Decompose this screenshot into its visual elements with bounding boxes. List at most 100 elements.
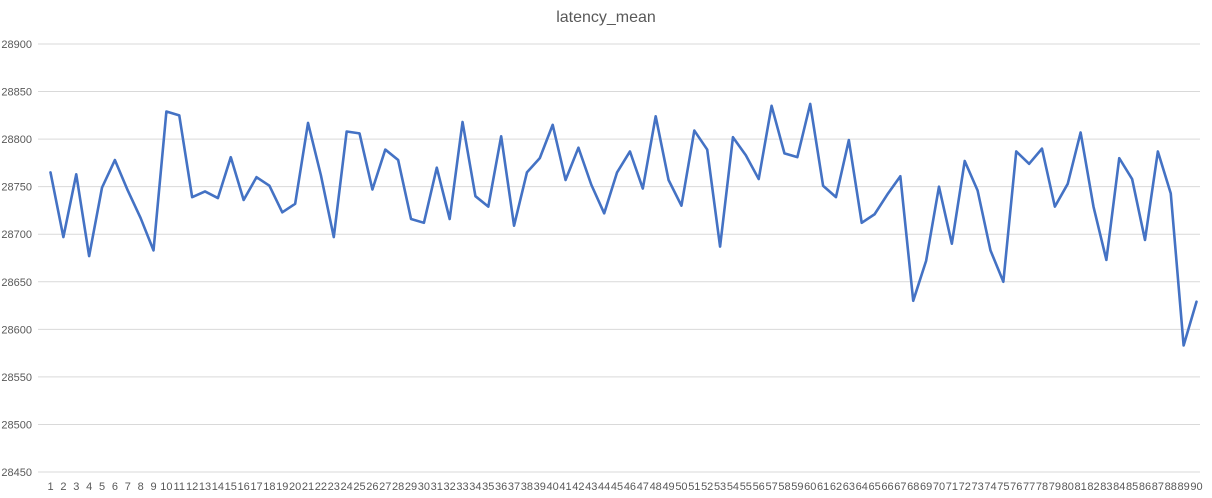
- x-tick-label: 30: [418, 481, 430, 493]
- data-point: [345, 130, 349, 134]
- data-point: [1104, 258, 1108, 262]
- x-tick-label: 74: [984, 481, 996, 493]
- data-point: [589, 183, 593, 187]
- x-tick-label: 52: [701, 481, 713, 493]
- x-tick-label: 54: [727, 481, 739, 493]
- x-tick-label: 57: [765, 481, 777, 493]
- x-tick-label: 63: [843, 481, 855, 493]
- y-tick-label: 28500: [1, 419, 32, 431]
- data-point: [847, 138, 851, 142]
- data-point: [332, 235, 336, 239]
- y-tick-label: 28450: [1, 467, 32, 479]
- x-tick-label: 87: [1152, 481, 1164, 493]
- x-tick-label: 1: [47, 481, 53, 493]
- data-point: [873, 212, 877, 216]
- data-point: [422, 221, 426, 225]
- y-tick-label: 28900: [1, 39, 32, 51]
- x-tick-label: 3: [73, 481, 79, 493]
- data-point: [1143, 238, 1147, 242]
- y-axis-ticks: 28450 28500 28550 28600 28650 28700 28750 28800…: [1, 39, 32, 479]
- x-tick-label: 10: [160, 481, 172, 493]
- data-point: [744, 153, 748, 157]
- data-point: [61, 235, 65, 239]
- data-point: [963, 159, 967, 163]
- data-point: [358, 131, 362, 135]
- data-point: [512, 224, 516, 228]
- x-tick-label: 5: [99, 481, 105, 493]
- x-tick-label: 15: [225, 481, 237, 493]
- data-point: [782, 151, 786, 155]
- x-tick-label: 69: [920, 481, 932, 493]
- data-point: [976, 188, 980, 192]
- x-tick-label: 79: [1049, 481, 1061, 493]
- x-tick-label: 77: [1023, 481, 1035, 493]
- data-point: [576, 146, 580, 150]
- x-tick-label: 59: [791, 481, 803, 493]
- data-point: [885, 192, 889, 196]
- x-tick-label: 50: [675, 481, 687, 493]
- data-point: [808, 102, 812, 106]
- x-tick-label: 18: [263, 481, 275, 493]
- data-point: [770, 104, 774, 108]
- data-point: [1066, 182, 1070, 186]
- data-point: [280, 210, 284, 214]
- data-point: [1001, 280, 1005, 284]
- x-tick-label: 32: [444, 481, 456, 493]
- data-point: [242, 198, 246, 202]
- x-tick-label: 35: [482, 481, 494, 493]
- x-tick-label: 68: [907, 481, 919, 493]
- chart-title: latency_mean: [556, 9, 656, 26]
- x-tick-label: 71: [946, 481, 958, 493]
- x-tick-label: 60: [804, 481, 816, 493]
- x-tick-label: 73: [971, 481, 983, 493]
- data-point: [795, 155, 799, 159]
- data-point: [950, 242, 954, 246]
- data-point: [113, 158, 117, 162]
- data-point: [1117, 156, 1121, 160]
- data-point: [860, 221, 864, 225]
- data-point: [267, 184, 271, 188]
- x-tick-label: 49: [662, 481, 674, 493]
- y-tick-label: 28600: [1, 324, 32, 336]
- x-tick-label: 12: [186, 481, 198, 493]
- data-point: [435, 166, 439, 170]
- data-point: [667, 178, 671, 182]
- data-point: [87, 254, 91, 258]
- x-tick-label: 21: [302, 481, 314, 493]
- data-point: [74, 172, 78, 176]
- data-point: [396, 158, 400, 162]
- data-point: [525, 170, 529, 174]
- data-point: [152, 248, 156, 252]
- x-tick-label: 23: [328, 481, 340, 493]
- data-point: [731, 135, 735, 139]
- x-tick-label: 24: [341, 481, 353, 493]
- x-tick-label: 78: [1036, 481, 1048, 493]
- x-tick-label: 85: [1126, 481, 1138, 493]
- data-point: [499, 134, 503, 138]
- x-tick-label: 80: [1062, 481, 1074, 493]
- x-tick-label: 62: [830, 481, 842, 493]
- x-tick-label: 14: [212, 481, 224, 493]
- x-tick-label: 2: [60, 481, 66, 493]
- series-line: [49, 102, 1198, 347]
- x-tick-label: 22: [315, 481, 327, 493]
- x-tick-label: 11: [174, 481, 185, 493]
- data-point: [229, 155, 233, 159]
- data-point: [679, 204, 683, 208]
- data-point: [164, 110, 168, 114]
- data-point: [1014, 149, 1018, 153]
- x-tick-label: 58: [778, 481, 790, 493]
- x-tick-label: 9: [150, 481, 156, 493]
- x-tick-label: 46: [624, 481, 636, 493]
- x-tick-label: 55: [740, 481, 752, 493]
- x-tick-label: 75: [997, 481, 1009, 493]
- data-point: [692, 129, 696, 133]
- x-tick-label: 81: [1074, 481, 1086, 493]
- x-tick-label: 66: [881, 481, 893, 493]
- x-tick-label: 34: [469, 481, 481, 493]
- data-point: [705, 148, 709, 152]
- data-point: [1027, 162, 1031, 166]
- x-tick-label: 4: [86, 481, 92, 493]
- x-tick-label: 84: [1113, 481, 1125, 493]
- x-tick-label: 33: [456, 481, 468, 493]
